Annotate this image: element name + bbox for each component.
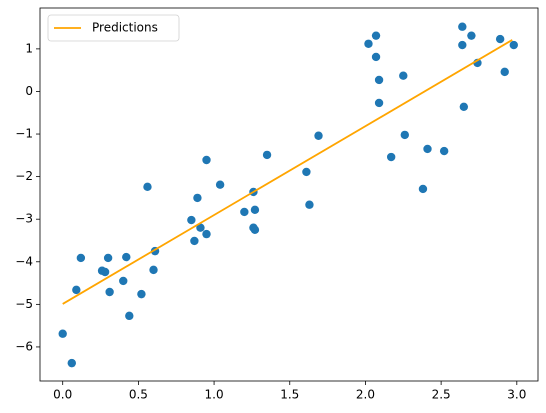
scatter-point	[374, 98, 384, 108]
x-tick-label: 3.0	[507, 388, 526, 402]
x-tick-label: 2.5	[432, 388, 451, 402]
x-tick-label: 1.5	[280, 388, 299, 402]
scatter-point	[193, 193, 202, 203]
x-tick-label: 0.0	[53, 388, 72, 402]
legend-box	[47, 14, 180, 42]
scatter-point	[105, 287, 114, 297]
scatter-point	[196, 223, 205, 232]
x-tick-label: 1.0	[205, 388, 224, 402]
scatter-point	[202, 155, 211, 165]
y-tick-label: −6	[15, 339, 33, 353]
scatter-point	[190, 236, 199, 246]
scatter-point	[458, 40, 467, 50]
axes-frame	[39, 7, 539, 382]
scatter-point	[122, 252, 131, 262]
scatter-point	[125, 311, 134, 321]
x-tick-label: 2.0	[356, 388, 375, 402]
scatter-point	[509, 40, 518, 50]
scatter-point	[187, 215, 196, 225]
scatter-point	[137, 289, 146, 299]
scatter-point	[371, 31, 381, 40]
scatter-point	[495, 34, 505, 44]
scatter-point	[399, 71, 408, 80]
scatter-point	[149, 265, 158, 275]
scatter-point	[67, 358, 76, 368]
scatter-point	[302, 167, 311, 177]
scatter-point	[119, 276, 128, 286]
scatter-point	[386, 152, 396, 162]
scatter-point	[250, 205, 260, 215]
scatter-point	[467, 31, 476, 40]
scatter-point	[439, 146, 449, 156]
scatter-point	[459, 102, 469, 111]
scatter-point	[262, 150, 272, 160]
prediction-line	[62, 39, 513, 305]
scatter-point	[103, 253, 113, 263]
x-tick-label: 0.5	[129, 388, 148, 402]
y-tick-label: −3	[15, 212, 33, 226]
scatter-point	[371, 52, 381, 62]
scatter-point	[215, 180, 225, 189]
scatter-point	[240, 207, 249, 217]
y-tick-label: −2	[15, 169, 33, 183]
scatter-point	[418, 184, 428, 194]
scatter-point	[250, 225, 260, 235]
y-tick-label: −5	[15, 297, 33, 311]
scatter-point	[400, 130, 409, 140]
scatter-point	[458, 22, 467, 31]
scatter-point	[143, 182, 152, 192]
scatter-point	[76, 253, 86, 263]
scatter-point	[202, 229, 211, 239]
scatter-point	[500, 67, 509, 77]
scatter-point	[305, 200, 314, 209]
scatter-point	[314, 131, 323, 140]
scatter-point	[374, 75, 384, 85]
y-tick-label: −4	[15, 254, 33, 268]
y-tick-label: 0	[25, 84, 33, 98]
scatter-point	[423, 144, 432, 154]
scatter-point	[100, 267, 110, 277]
scatter-point	[364, 39, 373, 48]
legend-label: Predictions	[92, 21, 158, 35]
scatter-point	[58, 329, 67, 338]
y-tick-label: −1	[15, 127, 33, 141]
y-tick-label: 1	[25, 41, 33, 55]
scatter-point	[72, 285, 81, 295]
